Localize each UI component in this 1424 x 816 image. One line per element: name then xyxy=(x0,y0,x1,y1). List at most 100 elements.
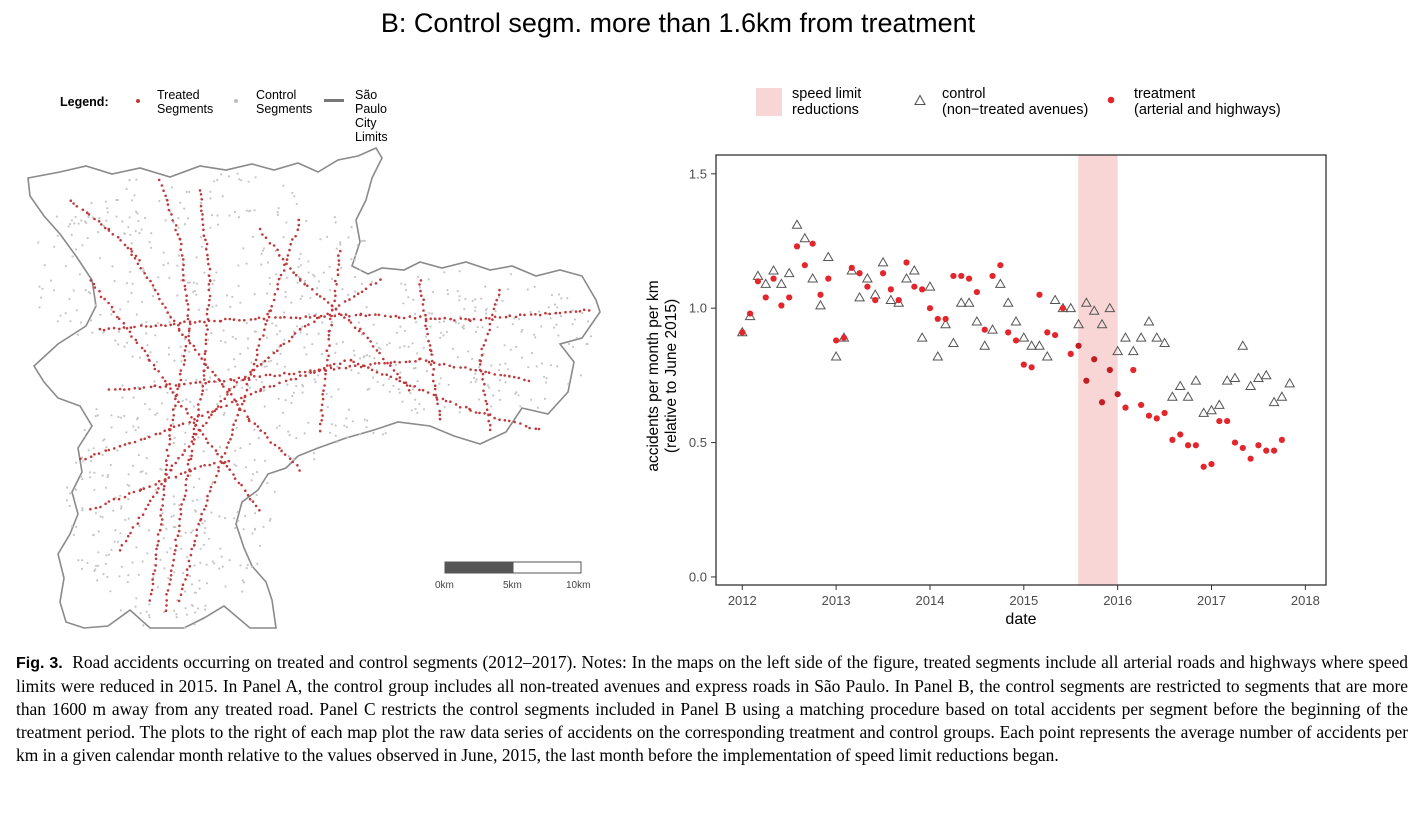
treated-segment-dot xyxy=(287,339,291,343)
treated-segment-dot xyxy=(432,379,435,383)
treated-segment-dot xyxy=(339,249,342,253)
control-segment-dot xyxy=(167,346,170,349)
control-segment-dot xyxy=(571,323,574,326)
control-segment-dot xyxy=(183,443,186,446)
treated-segment-dot xyxy=(123,243,127,247)
control-segment-dot xyxy=(185,190,188,194)
treated-segment-dot xyxy=(161,498,165,501)
control-segment-dot xyxy=(587,320,590,323)
treatment-point xyxy=(739,329,746,336)
control-segment-dot xyxy=(191,499,194,502)
control-segment-dot xyxy=(456,290,459,293)
x-tick-label: 2018 xyxy=(1291,593,1320,608)
control-segment-dot xyxy=(275,426,278,429)
control-segment-dot xyxy=(70,219,73,222)
treated-segment-dot xyxy=(413,385,417,388)
treated-segment-dot xyxy=(176,534,180,537)
treatment-point xyxy=(817,291,824,298)
treated-segment-dot xyxy=(268,242,272,245)
control-segment-dot xyxy=(127,517,130,520)
control-segment-dot xyxy=(192,281,195,284)
treated-segment-dot xyxy=(133,257,137,260)
treated-segment-dot xyxy=(214,449,218,452)
treatment-point xyxy=(1036,291,1043,298)
control-point xyxy=(1221,375,1233,385)
treated-segment-dot xyxy=(180,503,183,506)
control-segment-dot xyxy=(497,368,501,372)
control-segment-dot xyxy=(439,336,442,339)
control-segment-dot xyxy=(148,241,151,244)
treated-segment-dot xyxy=(240,402,244,406)
control-segment-dot xyxy=(154,334,157,337)
control-segment-dot xyxy=(169,210,172,213)
treated-segment-dot xyxy=(189,322,192,326)
y-tick-label: 0.0 xyxy=(689,569,707,584)
treated-segment-dot xyxy=(112,326,116,330)
accidents-chart: accidents per month per km (relative to J… xyxy=(645,154,1327,628)
control-segment-dot xyxy=(530,351,534,355)
treated-segment-dot xyxy=(208,489,212,493)
control-segment-dot xyxy=(498,296,501,299)
control-segment-dot xyxy=(95,408,98,411)
treated-segment-dot xyxy=(165,593,168,596)
treated-segment-dot xyxy=(319,314,323,318)
treated-segment-dot xyxy=(265,319,269,322)
treated-segment-dot xyxy=(282,269,286,272)
control-segment-dot xyxy=(111,265,114,268)
treatment-point xyxy=(746,310,754,317)
control-segment-dot xyxy=(357,321,360,324)
control-segment-dot xyxy=(520,330,523,333)
treated-segment-dot xyxy=(93,286,97,289)
control-segment-dot xyxy=(94,415,97,418)
control-segment-dot xyxy=(125,282,128,285)
control-point xyxy=(799,232,811,243)
treated-segment-dot xyxy=(360,290,364,294)
control-segment-dot xyxy=(387,377,391,380)
treated-segment-dot xyxy=(155,491,159,494)
treated-segment-dot xyxy=(201,424,205,428)
treated-segment-dot xyxy=(324,372,327,376)
treated-segment-dot xyxy=(148,599,151,602)
treated-segment-dot xyxy=(193,321,197,324)
treated-segment-dot xyxy=(332,362,336,366)
treated-segment-dot xyxy=(203,464,206,467)
treated-segment-dot xyxy=(241,378,245,382)
control-segment-dot xyxy=(127,473,130,476)
treated-segment-dot xyxy=(246,415,249,419)
treated-segment-dot xyxy=(164,609,168,612)
control-segment-dot xyxy=(362,239,365,242)
control-segment-dot xyxy=(511,323,514,326)
control-point xyxy=(869,289,881,299)
control-segment-dot xyxy=(91,216,94,219)
treatment-point xyxy=(965,275,973,282)
treated-segment-dot xyxy=(199,519,202,522)
treated-segment-dot xyxy=(93,217,96,221)
control-segment-dot xyxy=(411,342,414,345)
treated-segment-dot xyxy=(285,262,288,266)
legend-control-line1: Control xyxy=(256,88,297,102)
control-segment-dot xyxy=(110,414,113,417)
treated-segment-dot xyxy=(248,497,252,501)
treated-segment-dot xyxy=(426,332,429,336)
treated-segment-dot xyxy=(89,507,92,511)
treated-segment-dot xyxy=(81,208,85,212)
control-segment-dot xyxy=(474,330,477,333)
treated-segment-dot xyxy=(190,449,194,453)
treated-segment-dot xyxy=(353,364,357,367)
treated-segment-dot xyxy=(79,457,82,461)
control-segment-dot xyxy=(301,295,304,298)
control-segment-dot xyxy=(543,397,547,400)
control-segment-dot xyxy=(362,355,365,359)
control-segment-dot xyxy=(131,282,134,285)
treated-segment-dot xyxy=(268,373,272,377)
treated-segment-dot xyxy=(320,419,324,422)
treated-segment-dot xyxy=(448,364,452,368)
treated-segment-dot xyxy=(282,342,286,346)
treatment-point xyxy=(793,243,801,250)
treated-segment-dot xyxy=(485,402,489,406)
treated-segment-dot xyxy=(155,547,158,551)
control-segment-dot xyxy=(529,310,532,314)
control-segment-dot xyxy=(127,498,130,501)
treated-segment-dot xyxy=(139,267,142,270)
treated-segment-dot xyxy=(338,362,342,366)
